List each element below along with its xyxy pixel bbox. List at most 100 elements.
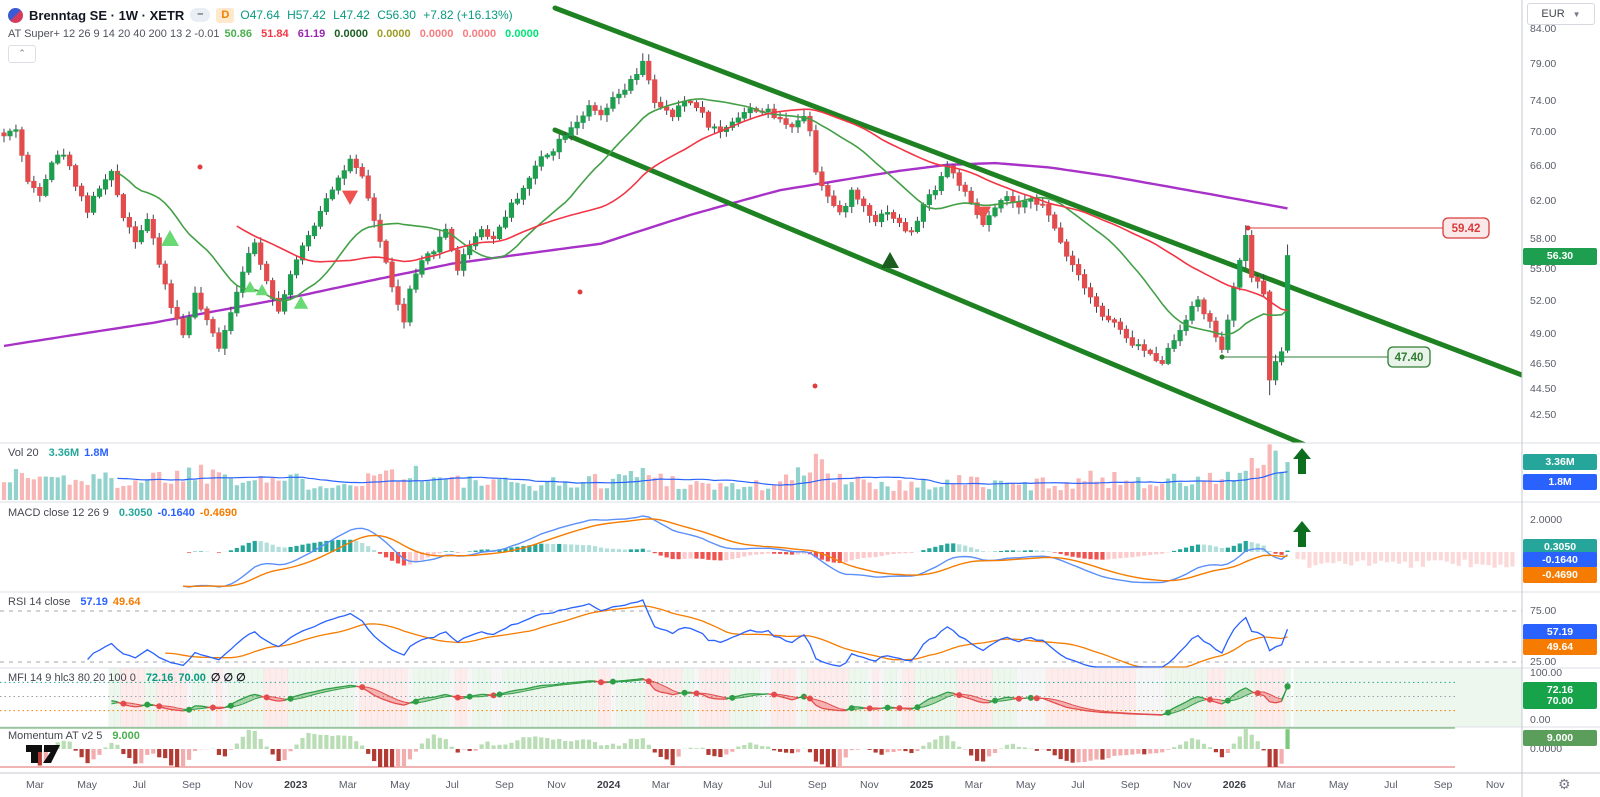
price-tick: 66.00 <box>1530 159 1557 172</box>
time-tick: Mar <box>25 779 45 791</box>
time-tick: Sep <box>1120 779 1140 791</box>
symbol-title[interactable]: Brenntag SE · 1W · XETR <box>29 7 185 23</box>
time-tick: Mar <box>338 779 357 791</box>
rsi-value-badge: 49.64 <box>1523 639 1597 655</box>
mfi-axis-tick: 100.00 <box>1530 667 1563 679</box>
time-tick: Mar <box>651 779 670 791</box>
time-tick: May <box>703 779 723 791</box>
change-value: +7.82 (+16.13%) <box>423 8 513 22</box>
indicator-title[interactable]: AT Super+ 12 26 9 14 20 40 200 13 2 -0.0… <box>8 28 220 40</box>
mfi-legend: MFI 14 9 hlc3 80 20 100 0 72.16 70.00 ∅ ∅ ∅ <box>8 671 246 684</box>
tradingview-logo[interactable] <box>24 741 88 767</box>
momentum-legend: Momentum AT v2 5 9.000 <box>8 730 140 742</box>
time-tick: Mar <box>1277 779 1296 791</box>
time-tick: 2025 <box>909 779 934 791</box>
price-tick: 70.00 <box>1530 126 1557 139</box>
price-tick: 49.00 <box>1530 328 1557 341</box>
rsi-legend-value: 49.64 <box>112 596 141 608</box>
mfi-legend-label[interactable]: MFI 14 9 hlc3 80 20 100 0 <box>8 672 136 684</box>
volume-value-badge: 1.8M <box>1523 474 1597 490</box>
indicator-value: 0.0000 <box>419 28 454 40</box>
high-value: H57.42 <box>287 8 326 22</box>
price-tick: 42.50 <box>1530 408 1557 421</box>
time-tick: May <box>390 779 410 791</box>
header-legend: Brenntag SE · 1W · XETR – D O47.64 H57.4… <box>8 6 545 63</box>
ohlc-values: O47.64 H57.42 L47.42 C56.30 +7.82 (+16.1… <box>240 8 516 22</box>
time-tick: 2026 <box>1222 779 1247 791</box>
indicator-value: 0.0000 <box>334 28 368 40</box>
current-price-badge: 56.30 <box>1523 247 1597 265</box>
time-tick: Mar <box>964 779 983 791</box>
mfi-legend-value: ∅ ∅ ∅ <box>210 672 246 684</box>
rsi-value-badge: 57.19 <box>1523 624 1597 640</box>
time-tick: Sep <box>807 779 827 791</box>
time-tick: Jul <box>445 779 459 791</box>
macd-value-badge: -0.4690 <box>1523 567 1597 583</box>
price-tick: 79.00 <box>1530 57 1557 70</box>
indicator-value: 61.19 <box>297 28 326 40</box>
momentum-legend-value: 9.000 <box>112 730 140 742</box>
indicator-value: 0.0000 <box>505 28 539 40</box>
indicator-value: 51.84 <box>261 28 289 40</box>
time-tick: Sep <box>182 779 201 791</box>
momentum-legend-label[interactable]: Momentum AT v2 5 <box>8 730 103 742</box>
currency-selector[interactable]: EUR ▼ <box>1527 3 1595 25</box>
low-value: L47.42 <box>333 8 370 22</box>
indicator-values: 50.86 51.84 61.19 0.0000 0.0000 0.0000 0… <box>225 28 545 40</box>
indicator-value: 50.86 <box>224 28 253 40</box>
time-tick: 2024 <box>596 779 621 791</box>
momentum-axis-tick: 0.0000 <box>1530 743 1563 755</box>
momentum-value-badge: 9.000 <box>1523 730 1597 746</box>
interval-badge[interactable]: D <box>216 7 235 23</box>
price-tick: 62.00 <box>1530 195 1557 208</box>
time-tick: Nov <box>860 779 879 791</box>
macd-legend-label[interactable]: MACD close 12 26 9 <box>8 507 109 519</box>
time-tick: Nov <box>234 779 253 791</box>
collapse-indicators-button[interactable]: ⌃ <box>8 45 36 63</box>
volume-legend: Vol 20 3.36M 1.8M <box>8 447 109 459</box>
macd-value-badge: -0.1640 <box>1523 552 1597 568</box>
macd-axis-tick: 2.0000 <box>1530 514 1563 526</box>
macd-value-badge: 0.3050 <box>1523 539 1597 555</box>
price-tick: 84.00 <box>1530 23 1557 36</box>
rsi-legend-label[interactable]: RSI 14 close <box>8 596 71 608</box>
price-tick: 52.00 <box>1530 294 1557 307</box>
price-tick: 74.00 <box>1530 94 1557 107</box>
time-tick: Nov <box>547 779 566 791</box>
svg-text:47.40: 47.40 <box>1395 352 1424 364</box>
volume-legend-value: 1.8M <box>84 447 109 459</box>
indicator-value: 0.0000 <box>462 28 497 40</box>
time-tick: Nov <box>1485 779 1505 791</box>
mfi-value-badge: 70.00 <box>1523 693 1597 709</box>
macd-legend-value: 0.3050 <box>118 507 153 519</box>
open-value: O47.64 <box>240 8 280 22</box>
symbol-logo-icon <box>8 7 23 23</box>
symbol-flag-button[interactable]: – <box>190 8 211 22</box>
settings-gear-icon[interactable]: ⚙ <box>1558 776 1571 792</box>
price-tick: 55.00 <box>1530 262 1557 275</box>
time-tick: Jul <box>758 779 772 791</box>
macd-legend-value: -0.4690 <box>199 507 238 519</box>
time-tick: Sep <box>495 779 514 791</box>
time-tick: Nov <box>1172 779 1192 791</box>
time-tick: May <box>1015 779 1036 791</box>
time-tick: 2023 <box>284 779 308 791</box>
price-tick: 58.00 <box>1530 232 1557 245</box>
time-tick: May <box>77 779 98 791</box>
macd-legend: MACD close 12 26 9 0.3050 -0.1640 -0.4690 <box>8 507 237 519</box>
svg-text:59.42: 59.42 <box>1452 223 1481 235</box>
rsi-axis-tick: 75.00 <box>1530 605 1557 617</box>
volume-legend-label[interactable]: Vol 20 <box>8 447 39 459</box>
macd-legend-value: -0.1640 <box>157 507 195 519</box>
indicator-value: 0.0000 <box>377 28 411 40</box>
rsi-legend-value: 57.19 <box>80 596 108 608</box>
price-tick: 44.50 <box>1530 382 1557 395</box>
currency-label: EUR <box>1541 8 1565 20</box>
rsi-axis-tick: 25.00 <box>1530 656 1557 668</box>
time-tick: Jul <box>1384 779 1398 791</box>
close-value: C56.30 <box>377 8 416 22</box>
chevron-down-icon: ▼ <box>1572 9 1581 19</box>
mfi-legend-value: 70.00 <box>178 672 206 684</box>
